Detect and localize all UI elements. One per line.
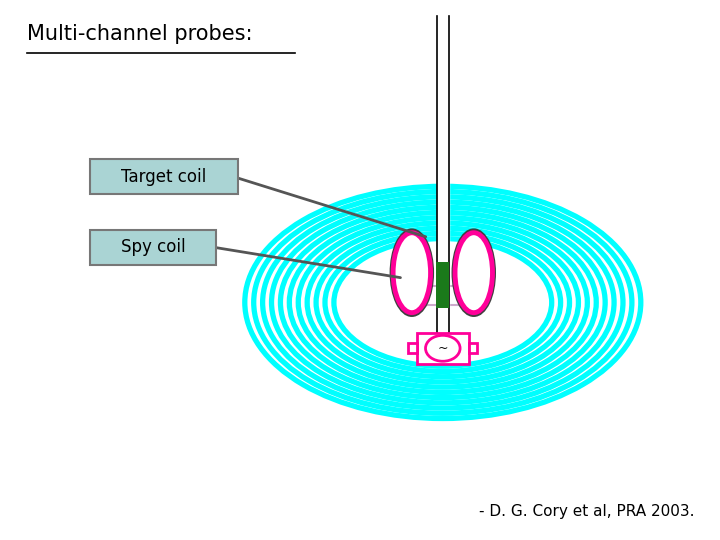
FancyBboxPatch shape bbox=[422, 286, 464, 305]
Ellipse shape bbox=[426, 335, 460, 361]
FancyBboxPatch shape bbox=[417, 333, 469, 364]
Text: - D. G. Cory et al, PRA 2003.: - D. G. Cory et al, PRA 2003. bbox=[480, 504, 695, 519]
FancyBboxPatch shape bbox=[408, 343, 417, 353]
FancyBboxPatch shape bbox=[469, 343, 477, 353]
Ellipse shape bbox=[454, 231, 494, 314]
FancyBboxPatch shape bbox=[90, 159, 238, 194]
Text: Multi-channel probes:: Multi-channel probes: bbox=[27, 24, 253, 44]
Text: ~: ~ bbox=[438, 342, 448, 355]
Text: Spy coil: Spy coil bbox=[121, 238, 185, 256]
FancyBboxPatch shape bbox=[90, 230, 216, 265]
Text: Target coil: Target coil bbox=[121, 168, 207, 186]
FancyBboxPatch shape bbox=[436, 262, 449, 308]
Ellipse shape bbox=[392, 231, 432, 314]
